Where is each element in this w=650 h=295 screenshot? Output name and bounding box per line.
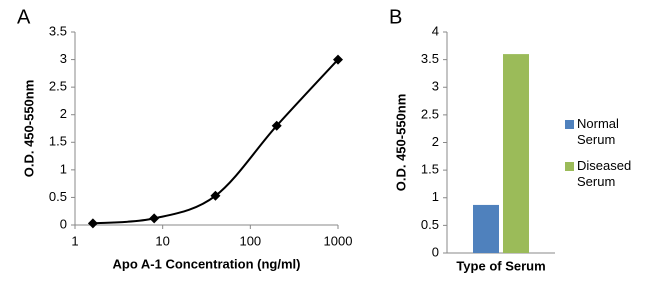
panel-label: A	[17, 6, 31, 28]
data-point	[271, 120, 282, 131]
data-point	[149, 213, 160, 224]
y-tick-label: 2	[60, 106, 67, 121]
y-tick-label: 3	[432, 79, 439, 94]
x-axis-label: Type of Serum	[456, 258, 545, 273]
y-axis-label: O.D. 450-550nm	[21, 80, 36, 178]
y-tick-label: 0	[432, 244, 439, 259]
y-tick-label: 1	[60, 161, 67, 176]
legend-swatch	[565, 162, 574, 171]
bar	[503, 54, 529, 253]
y-tick-label: 2.5	[49, 79, 67, 94]
y-tick-label: 0.5	[421, 217, 439, 232]
data-point	[333, 54, 343, 65]
y-tick-label: 0.5	[49, 189, 67, 204]
panel-label: B	[389, 6, 402, 28]
y-tick-label: 0	[60, 216, 67, 231]
y-tick-label: 3.5	[421, 51, 439, 66]
y-tick-label: 3.5	[49, 23, 67, 38]
x-tick-label: 100	[239, 233, 261, 248]
legend-label: Diseased Serum	[577, 158, 631, 189]
y-tick-label: 2	[432, 134, 439, 149]
y-tick-label: 1	[432, 189, 439, 204]
legend-swatch	[565, 120, 574, 129]
y-tick-label: 1.5	[421, 162, 439, 177]
data-point	[87, 218, 98, 229]
y-tick-label: 3	[60, 51, 67, 66]
legend-label: Normal Serum	[577, 116, 619, 147]
data-point	[210, 190, 221, 201]
bar	[473, 204, 499, 253]
x-axis-label: Apo A-1 Concentration (ng/ml)	[112, 256, 300, 271]
y-tick-label: 1.5	[49, 134, 67, 149]
x-tick-label: 1000	[324, 233, 353, 248]
y-tick-label: 4	[432, 23, 439, 38]
y-axis-label: O.D. 450-550nm	[393, 94, 408, 192]
y-tick-label: 2.5	[421, 106, 439, 121]
data-line	[92, 58, 339, 225]
x-tick-label: 10	[155, 233, 169, 248]
x-tick-label: 1	[71, 233, 78, 248]
